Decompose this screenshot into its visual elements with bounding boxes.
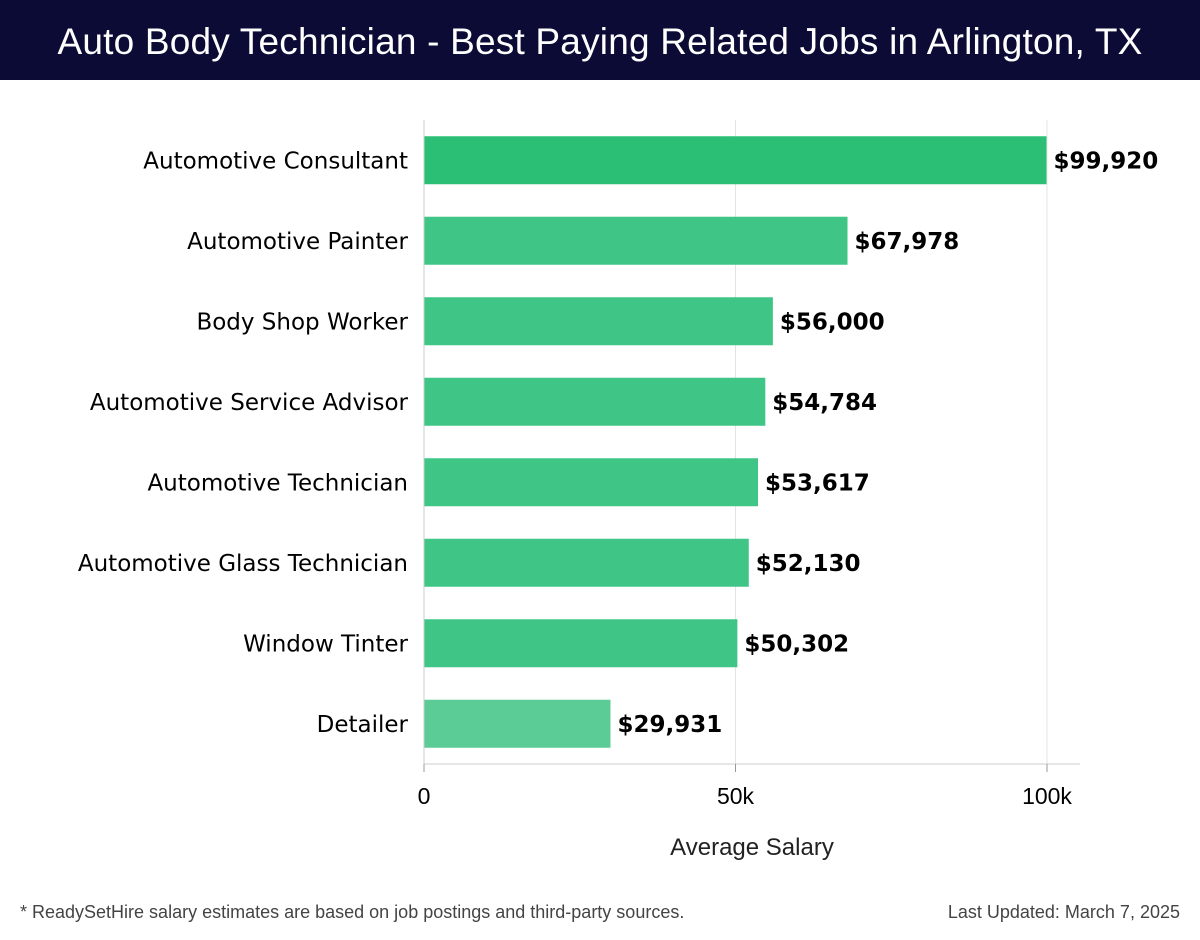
x-tick-label-0: 0 (418, 783, 431, 809)
bar-2 (424, 297, 773, 346)
value-label-4: $53,617 (765, 470, 870, 496)
bar-5 (424, 538, 749, 587)
chart-title: Auto Body Technician - Best Paying Relat… (57, 21, 1143, 62)
bar-7 (424, 699, 611, 748)
category-label-4: Automotive Technician (147, 470, 408, 496)
value-label-1: $67,978 (855, 229, 960, 255)
category-label-3: Automotive Service Advisor (90, 390, 409, 416)
last-updated: Last Updated: March 7, 2025 (947, 902, 1180, 922)
bar-4 (424, 458, 759, 507)
salary-bar-chart: Automotive Consultant $99,920 Automotive P… (78, 120, 1159, 861)
value-label-2: $56,000 (780, 309, 885, 335)
value-label-5: $52,130 (756, 551, 861, 577)
category-label-1: Automotive Painter (187, 229, 408, 255)
category-label-6: Window Tinter (243, 631, 408, 657)
value-label-6: $50,302 (744, 631, 849, 657)
category-label-0: Automotive Consultant (143, 148, 408, 174)
bar-6 (424, 619, 738, 668)
chart-header: Auto Body Technician - Best Paying Relat… (0, 0, 1200, 80)
bar-0 (424, 136, 1047, 185)
x-tick-label-1: 50k (717, 783, 755, 809)
bar-1 (424, 216, 848, 265)
category-label-7: Detailer (317, 712, 409, 738)
bar-3 (424, 377, 766, 426)
value-label-7: $29,931 (617, 712, 722, 738)
category-label-2: Body Shop Worker (196, 309, 408, 335)
value-label-3: $54,784 (772, 390, 877, 416)
x-axis-title: Average Salary (670, 834, 834, 861)
value-label-0: $99,920 (1054, 148, 1159, 174)
category-label-5: Automotive Glass Technician (78, 551, 408, 577)
footer-note: * ReadySetHire salary estimates are base… (20, 902, 685, 922)
x-tick-label-2: 100k (1022, 783, 1072, 809)
